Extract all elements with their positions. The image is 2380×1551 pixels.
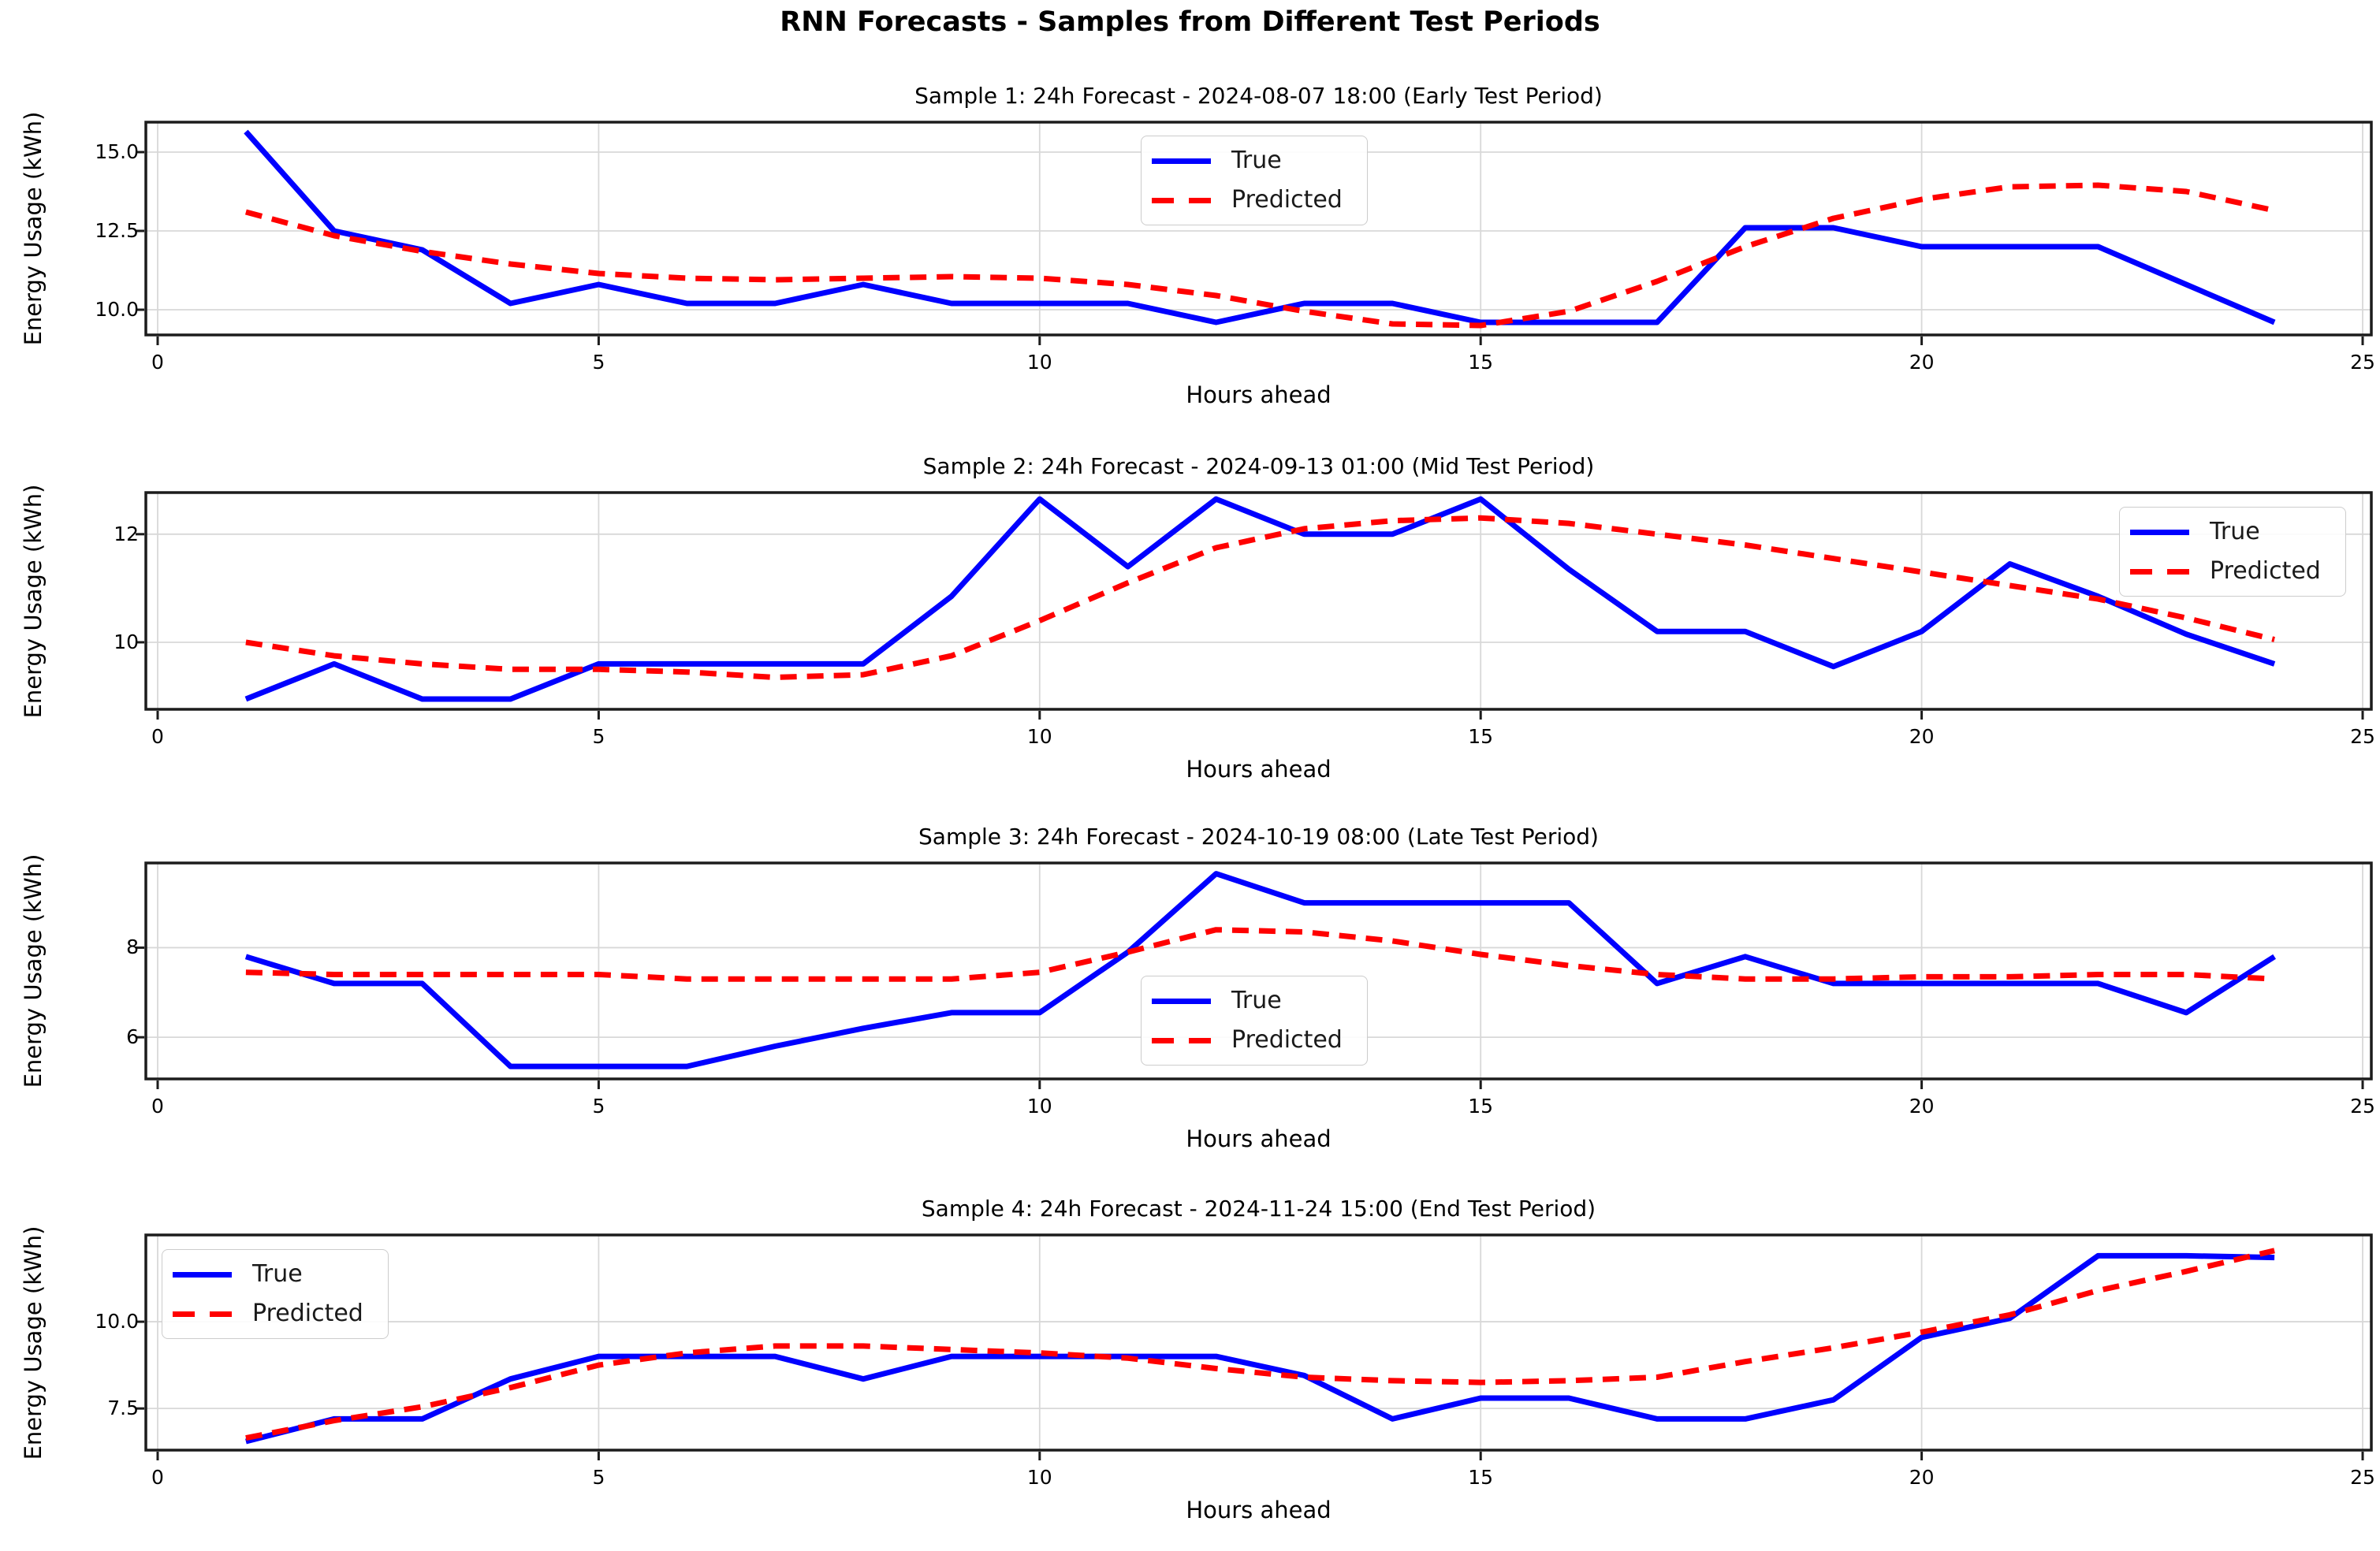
subplot-4-legend: True Predicted bbox=[162, 1249, 389, 1339]
subplot-1-title: Sample 1: 24h Forecast - 2024-08-07 18:0… bbox=[914, 83, 1603, 109]
legend-true-label: True bbox=[252, 1260, 303, 1288]
subplot-2-title: Sample 2: 24h Forecast - 2024-09-13 01:0… bbox=[922, 453, 1595, 479]
x-tick-label: 5 bbox=[592, 725, 605, 748]
y-tick-label: 10.0 bbox=[95, 1310, 139, 1333]
x-tick-label: 15 bbox=[1468, 1095, 1494, 1118]
x-tick-label: 5 bbox=[592, 1466, 605, 1489]
legend-item-predicted: Predicted bbox=[1142, 1021, 1367, 1060]
x-tick-label: 25 bbox=[2350, 1095, 2375, 1118]
y-tick-label: 15.0 bbox=[95, 140, 139, 163]
y-tick-label: 12.5 bbox=[95, 219, 139, 242]
legend-predicted-line-sample bbox=[1152, 1037, 1211, 1043]
legend-true-label: True bbox=[2210, 518, 2260, 545]
subplot-3-title: Sample 3: 24h Forecast - 2024-10-19 08:0… bbox=[918, 824, 1599, 850]
predicted-line bbox=[245, 1248, 2275, 1441]
legend-true-label: True bbox=[1231, 987, 1282, 1014]
figure-title: RNN Forecasts - Samples from Different T… bbox=[780, 6, 1600, 38]
subplot-2-legend: True Predicted bbox=[2119, 507, 2346, 597]
predicted-line bbox=[245, 927, 2275, 982]
legend-predicted-label: Predicted bbox=[1231, 186, 1343, 214]
legend-predicted-label: Predicted bbox=[252, 1300, 363, 1327]
x-tick-label: 15 bbox=[1468, 725, 1494, 748]
axes-spines bbox=[144, 491, 2373, 711]
subplot-2-xlabel: Hours ahead bbox=[1186, 756, 1332, 783]
x-tick-label: 20 bbox=[1909, 351, 1935, 374]
subplot-4-ylabel: Energy Usage (kWh) bbox=[20, 1226, 47, 1460]
legend-item-true: True bbox=[2120, 512, 2345, 552]
y-tick-label: 7.5 bbox=[107, 1397, 139, 1420]
subplot-4-xlabel: Hours ahead bbox=[1186, 1497, 1332, 1523]
legend-item-predicted: Predicted bbox=[2120, 552, 2345, 591]
x-tick-label: 10 bbox=[1026, 1466, 1052, 1489]
true-line bbox=[244, 496, 2276, 702]
true-line bbox=[244, 871, 2276, 1069]
x-tick-label: 25 bbox=[2350, 351, 2375, 374]
y-tick-label: 6 bbox=[126, 1025, 139, 1049]
x-tick-label: 10 bbox=[1026, 725, 1052, 748]
x-tick-label: 10 bbox=[1026, 1095, 1052, 1118]
predicted-line bbox=[244, 182, 2275, 329]
axes-spines bbox=[144, 121, 2373, 337]
legend-item-true: True bbox=[162, 1255, 388, 1294]
x-tick-label: 20 bbox=[1909, 725, 1935, 748]
legend-predicted-label: Predicted bbox=[1231, 1026, 1343, 1054]
x-tick-label: 5 bbox=[592, 1095, 605, 1118]
subplot-2-ylabel: Energy Usage (kWh) bbox=[20, 484, 47, 718]
x-tick-label: 15 bbox=[1468, 1466, 1494, 1489]
legend-true-label: True bbox=[1231, 147, 1282, 174]
x-tick-label: 0 bbox=[151, 1466, 164, 1489]
x-tick-label: 15 bbox=[1468, 351, 1494, 374]
true-line bbox=[244, 129, 2276, 325]
legend-predicted-line-sample bbox=[2130, 568, 2189, 575]
legend-predicted-line-sample bbox=[1152, 197, 1211, 203]
subplot-4-title: Sample 4: 24h Forecast - 2024-11-24 15:0… bbox=[921, 1196, 1596, 1222]
legend-item-predicted: Predicted bbox=[162, 1294, 388, 1333]
subplot-3-legend: True Predicted bbox=[1141, 976, 1368, 1066]
y-tick-label: 8 bbox=[126, 935, 139, 959]
y-tick-label: 10 bbox=[114, 630, 139, 653]
legend-predicted-label: Predicted bbox=[2210, 557, 2321, 585]
legend-true-line-sample bbox=[173, 1271, 232, 1278]
x-tick-label: 0 bbox=[151, 1095, 164, 1118]
legend-true-line-sample bbox=[2130, 529, 2189, 535]
legend-predicted-line-sample bbox=[173, 1311, 232, 1317]
legend-true-line-sample bbox=[1152, 158, 1211, 164]
predicted-line bbox=[245, 515, 2275, 680]
y-tick-label: 10.0 bbox=[95, 298, 139, 321]
true-line bbox=[245, 1252, 2275, 1445]
axes-spines bbox=[144, 861, 2373, 1080]
subplot-3-ylabel: Energy Usage (kWh) bbox=[20, 854, 47, 1088]
x-tick-label: 20 bbox=[1909, 1095, 1935, 1118]
legend-item-predicted: Predicted bbox=[1142, 180, 1367, 220]
x-tick-label: 20 bbox=[1909, 1466, 1935, 1489]
legend-true-line-sample bbox=[1152, 998, 1211, 1004]
legend-item-true: True bbox=[1142, 141, 1367, 180]
subplot-1-xlabel: Hours ahead bbox=[1186, 381, 1332, 408]
axes-spines bbox=[144, 1233, 2373, 1452]
x-tick-label: 0 bbox=[151, 725, 164, 748]
x-tick-label: 5 bbox=[592, 351, 605, 374]
legend-item-true: True bbox=[1142, 981, 1367, 1021]
subplot-1-legend: True Predicted bbox=[1141, 136, 1368, 225]
x-tick-label: 25 bbox=[2350, 1466, 2375, 1489]
x-tick-label: 10 bbox=[1026, 351, 1052, 374]
y-tick-label: 12 bbox=[114, 522, 139, 545]
x-tick-label: 25 bbox=[2350, 725, 2375, 748]
x-tick-label: 0 bbox=[151, 351, 164, 374]
subplot-3-xlabel: Hours ahead bbox=[1186, 1125, 1332, 1152]
